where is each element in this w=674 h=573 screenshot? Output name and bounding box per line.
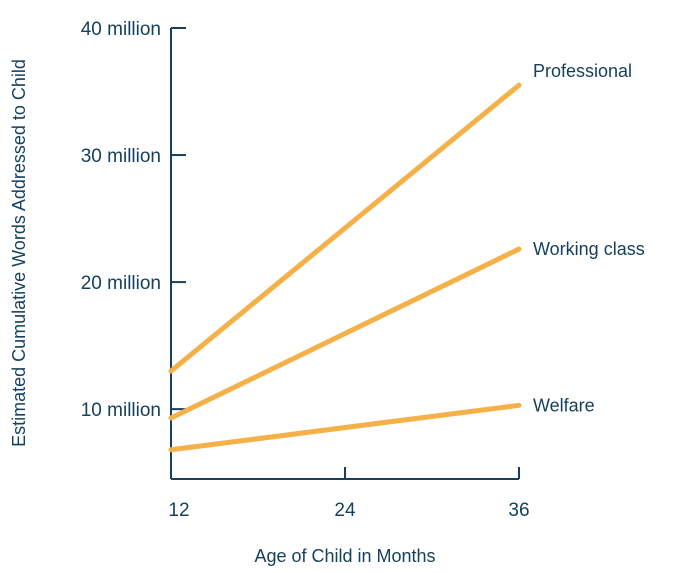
series-label-working-class: Working class [533, 239, 645, 259]
y-tick-label: 40 million [81, 19, 161, 40]
x-tick-label: 24 [334, 500, 356, 521]
x-tick-label: 12 [168, 500, 189, 521]
y-tick-label: 10 million [81, 400, 161, 421]
x-axis-label: Age of Child in Months [254, 546, 435, 566]
series-label-professional: Professional [533, 61, 632, 81]
x-axis: 12 24 36 [168, 467, 530, 521]
y-axis: 10 million 20 million 30 million 40 million [81, 19, 186, 479]
x-tick-label: 36 [508, 500, 529, 521]
series-line-working-class [168, 246, 522, 421]
y-tick-label: 20 million [81, 273, 161, 294]
y-tick-label: 30 million [81, 146, 161, 167]
series-labels: Professional Working class Welfare [533, 61, 645, 415]
series-line-professional [168, 82, 522, 374]
series-line-welfare [168, 402, 522, 453]
series-label-welfare: Welfare [533, 395, 595, 415]
y-axis-label: Estimated Cumulative Words Addressed to … [9, 59, 29, 447]
series-lines [168, 82, 522, 453]
